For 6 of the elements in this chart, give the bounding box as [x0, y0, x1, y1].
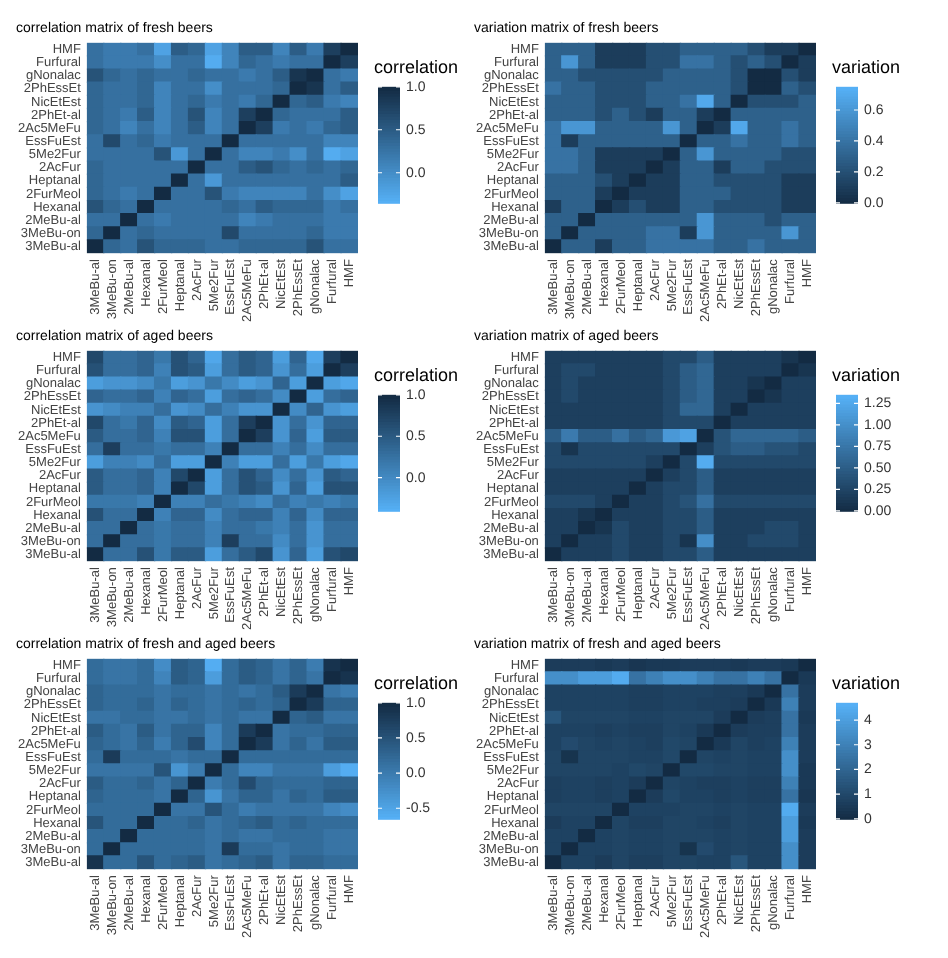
color-bar-title: correlation	[374, 364, 459, 385]
color-bar-title: correlation	[374, 672, 459, 693]
color-bar-title: variation	[832, 672, 901, 693]
color-bar-title: variation	[832, 56, 901, 77]
color-bar-title: correlation	[374, 56, 459, 77]
color-bar-title: variation	[832, 364, 901, 385]
